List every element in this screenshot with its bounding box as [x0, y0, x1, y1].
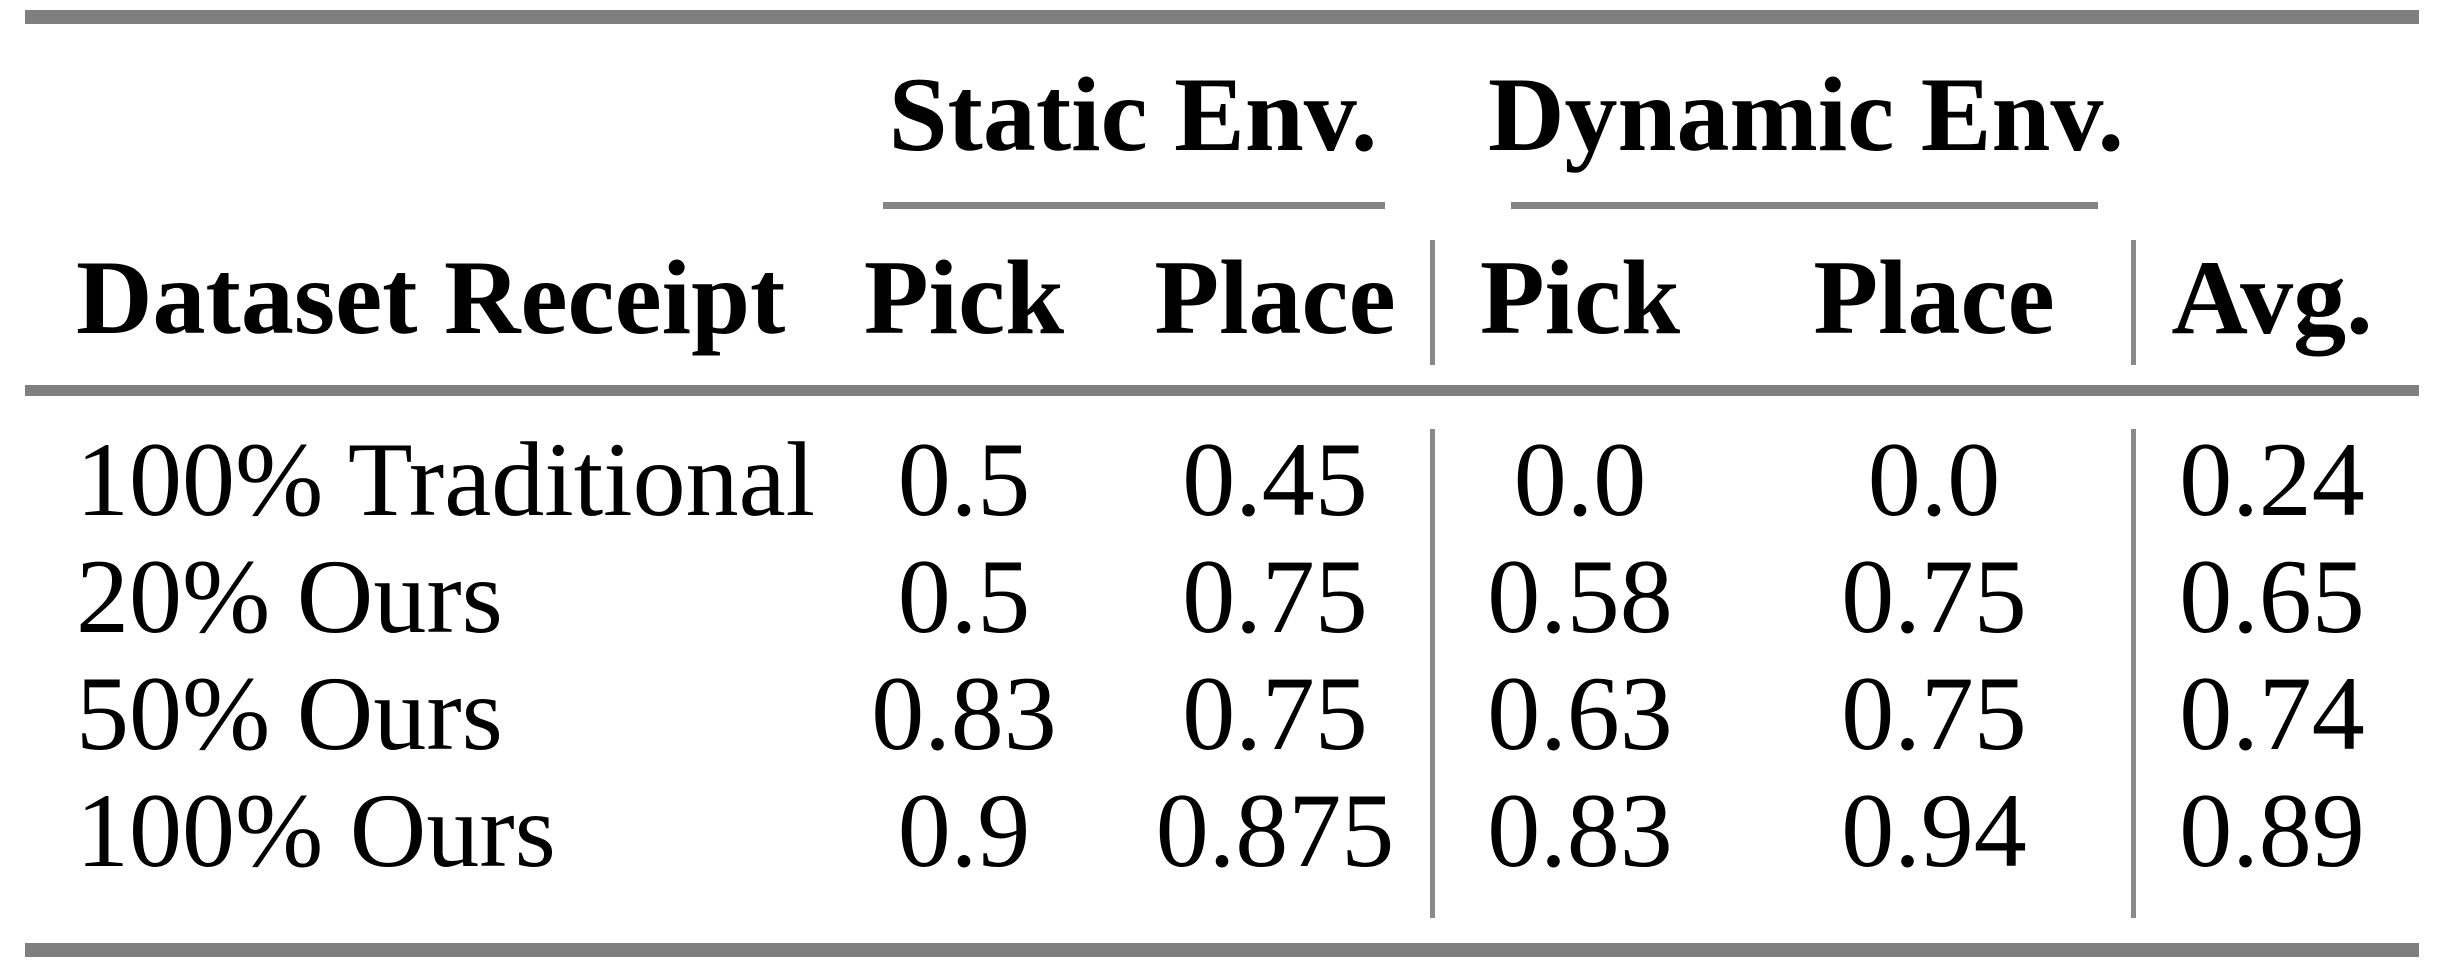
column-separator-static-dynamic [1430, 429, 1435, 918]
column-header-dataset-receipt: Dataset Receipt [76, 239, 786, 356]
group-header-static-env: Static Env. [888, 56, 1378, 173]
table-top-rule [25, 10, 2419, 24]
cell-dynamic-pick: 0.83 [1487, 772, 1673, 889]
row-label: 20% Ours [76, 538, 503, 655]
static-env-underline-rule [883, 202, 1385, 209]
cell-dynamic-pick: 0.58 [1487, 538, 1673, 655]
cell-average: 0.65 [2179, 538, 2365, 655]
cell-dynamic-place: 0.0 [1867, 421, 2001, 538]
cell-average: 0.24 [2179, 421, 2365, 538]
cell-static-pick: 0.5 [897, 421, 1031, 538]
column-header-static-place: Place [1154, 239, 1396, 356]
dynamic-env-underline-rule [1511, 202, 2098, 209]
row-label: 100% Ours [76, 772, 556, 889]
column-separator-static-dynamic [1430, 240, 1435, 365]
column-header-avg: Avg. [2171, 239, 2373, 356]
cell-dynamic-place: 0.75 [1841, 538, 2027, 655]
cell-dynamic-pick: 0.63 [1487, 655, 1673, 772]
column-header-dynamic-place: Place [1813, 239, 2055, 356]
cell-static-place: 0.45 [1182, 421, 1368, 538]
cell-static-pick: 0.5 [897, 538, 1031, 655]
group-header-dynamic-env: Dynamic Env. [1487, 56, 2125, 173]
row-label: 100% Traditional [76, 421, 816, 538]
cell-dynamic-place: 0.94 [1841, 772, 2027, 889]
cell-static-place: 0.875 [1155, 772, 1395, 889]
column-separator-dynamic-avg [2131, 240, 2136, 365]
cell-static-place: 0.75 [1182, 538, 1368, 655]
cell-average: 0.74 [2179, 655, 2365, 772]
column-header-static-pick: Pick [863, 239, 1065, 356]
column-header-dynamic-pick: Pick [1479, 239, 1681, 356]
cell-dynamic-place: 0.75 [1841, 655, 2027, 772]
cell-dynamic-pick: 0.0 [1513, 421, 1647, 538]
table-bottom-rule [25, 943, 2419, 957]
cell-average: 0.89 [2179, 772, 2365, 889]
cell-static-pick: 0.9 [897, 772, 1031, 889]
cell-static-place: 0.75 [1182, 655, 1368, 772]
cell-static-pick: 0.83 [871, 655, 1057, 772]
table-header-rule [25, 385, 2419, 396]
row-label: 50% Ours [76, 655, 503, 772]
column-separator-dynamic-avg [2131, 429, 2136, 918]
